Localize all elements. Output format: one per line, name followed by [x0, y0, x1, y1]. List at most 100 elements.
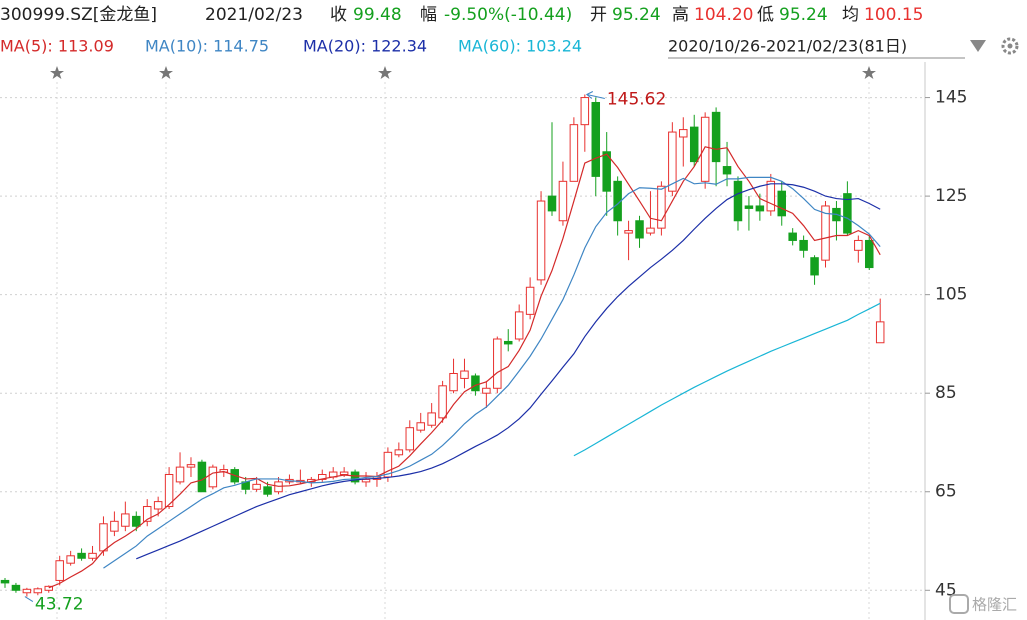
candle-body [536, 200, 546, 281]
candle-body [580, 97, 590, 126]
candle-body [624, 230, 633, 234]
date: 2021/02/23 [205, 5, 303, 25]
candle-body [843, 193, 852, 234]
candle-body [99, 523, 108, 552]
candle-body [164, 474, 174, 508]
candle-body [22, 588, 32, 594]
ma-line [48, 146, 881, 589]
annotation-arrow [586, 94, 605, 99]
candle-body [88, 552, 97, 559]
candle-body [547, 195, 557, 212]
annotation-arrowhead [585, 91, 594, 99]
candle-body [339, 471, 349, 476]
y-tick-label: 65 [935, 482, 957, 502]
candle-body [44, 585, 54, 591]
candle-body [711, 111, 721, 163]
close-label: 收 [330, 5, 347, 25]
candle-body [416, 422, 425, 431]
candle-body [799, 239, 808, 251]
candle-body [602, 151, 611, 192]
candle-body [0, 579, 10, 584]
max-label: 145.62 [607, 90, 666, 110]
candle-body [646, 227, 655, 234]
candle-body [263, 486, 272, 495]
candle-body [438, 385, 447, 419]
candle-body [153, 501, 163, 510]
open-label: 开 [590, 5, 607, 25]
ma-line [103, 176, 881, 569]
avg-value: 100.15 [864, 5, 923, 25]
high-value: 104.20 [694, 5, 753, 25]
high-label: 高 [672, 5, 689, 25]
candle-body [525, 286, 535, 315]
candle-body [197, 461, 207, 493]
dropdown-arrow[interactable] [970, 40, 986, 52]
candle-body [361, 478, 371, 483]
candle-body [755, 205, 765, 212]
min-label: 43.72 [35, 595, 84, 615]
candle-body [482, 387, 491, 394]
settings-icon[interactable] [1001, 37, 1019, 55]
candle-body [766, 180, 776, 212]
low-label: 低 [757, 5, 774, 25]
candle-body [569, 124, 579, 182]
symbol: 300999.SZ[金龙鱼] [0, 5, 157, 25]
candle-body [503, 340, 513, 345]
candle-body [689, 126, 699, 163]
candle-body [591, 101, 601, 177]
candle-body [121, 513, 130, 527]
ma-line [573, 302, 881, 457]
candle-body [77, 552, 86, 559]
candle-body [558, 180, 568, 222]
candle-body [722, 166, 732, 175]
open-value: 95.24 [612, 5, 661, 25]
legend-item: MA(60): 103.24 [458, 37, 582, 56]
y-tick-label: 85 [935, 383, 957, 403]
y-tick-label: 145 [935, 88, 967, 108]
candle-body [460, 370, 469, 379]
legend-item: MA(20): 122.34 [303, 37, 427, 56]
change-value: -9.50%(-10.44) [444, 5, 572, 25]
ma-line [136, 183, 881, 560]
legend-item: MA(5): 113.09 [0, 37, 114, 56]
candle-body [744, 205, 754, 209]
y-tick-label: 125 [935, 186, 967, 206]
candle-body [55, 560, 64, 581]
candle-body [33, 588, 43, 594]
candle-body [810, 257, 819, 276]
candle-body [657, 185, 666, 229]
candle-body [854, 239, 863, 251]
candle-body [405, 427, 415, 451]
y-tick-label: 45 [935, 580, 957, 600]
candle-body [449, 372, 458, 392]
candle-body [394, 449, 404, 456]
candle-body [208, 466, 218, 488]
candle-body [350, 471, 360, 483]
candle-body [142, 506, 152, 522]
candle-body [11, 584, 21, 591]
date-range[interactable]: 2020/10/26-2021/02/23(81日) [668, 37, 907, 56]
candle-body [175, 466, 185, 483]
candle-body [66, 555, 75, 564]
candle-body [821, 205, 830, 261]
legend: MA(5): 113.09 MA(10): 114.75 MA(20): 122.3… [0, 37, 582, 56]
low-value: 95.24 [779, 5, 828, 25]
candle-body [668, 131, 677, 192]
candle-body [733, 180, 743, 222]
candle-body [186, 464, 196, 468]
stars [50, 66, 876, 79]
candle-body [110, 520, 119, 532]
candle-body [514, 311, 524, 340]
watermark-logo [949, 594, 969, 614]
candle-body [865, 239, 874, 269]
close-value: 99.48 [353, 5, 402, 25]
avg-label: 均 [842, 5, 859, 25]
candle-body [471, 375, 480, 392]
candle-body [700, 116, 710, 182]
y-tick-label: 105 [935, 285, 967, 305]
candle-body [493, 338, 502, 389]
annotation-arrow [24, 596, 34, 603]
watermark: 格隆汇 [972, 596, 1017, 614]
